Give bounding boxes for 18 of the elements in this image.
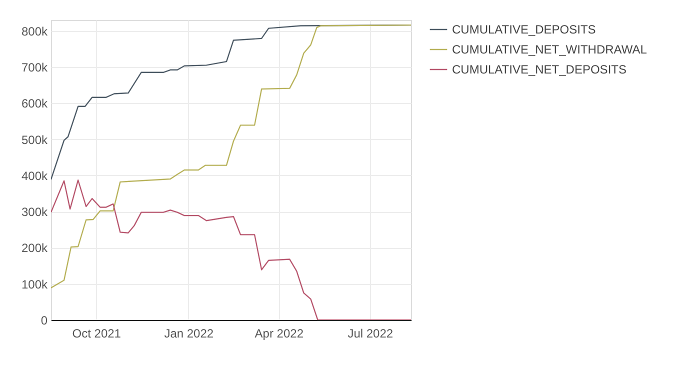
legend-label: CUMULATIVE_DEPOSITS	[452, 22, 596, 36]
y-tick-label: 0	[40, 314, 48, 328]
y-tick-label: 200k	[21, 241, 48, 256]
x-tick-label: Apr 2022	[254, 326, 304, 340]
legend-label: CUMULATIVE_NET_DEPOSITS	[452, 62, 626, 76]
y-tick-label: 800k	[21, 24, 48, 38]
line-series	[51, 180, 411, 320]
y-tick-label: 100k	[21, 277, 48, 292]
y-tick-label: 700k	[21, 60, 48, 74]
x-tick-label: Jul 2022	[348, 326, 394, 340]
line-series	[51, 24, 411, 288]
y-tick-label: 300k	[21, 205, 48, 220]
y-tick-label: 500k	[21, 132, 48, 147]
legend-label: CUMULATIVE_NET_WITHDRAWAL	[452, 42, 648, 56]
y-tick-label: 600k	[21, 96, 48, 111]
x-tick-label: Oct 2021	[72, 326, 122, 340]
x-tick-label: Jan 2022	[164, 326, 214, 340]
y-tick-label: 400k	[21, 168, 48, 183]
